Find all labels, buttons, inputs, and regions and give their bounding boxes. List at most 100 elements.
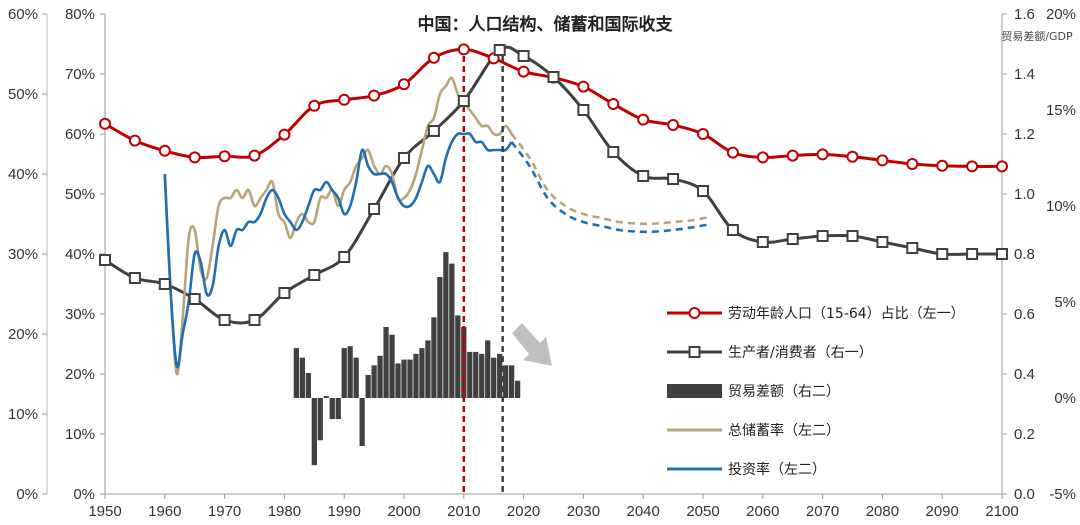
trade-balance-bar bbox=[491, 357, 497, 398]
labor-share-point bbox=[577, 80, 590, 93]
producer-consumer-line bbox=[104, 45, 1002, 325]
legend-swatch-circle bbox=[688, 307, 701, 319]
labor-share-point bbox=[936, 159, 949, 172]
left2-tick-label: 0% bbox=[16, 486, 38, 503]
trade-balance-bar bbox=[461, 326, 467, 398]
producer-consumer-point bbox=[338, 251, 351, 263]
producer-consumer-point bbox=[786, 233, 799, 245]
labor-share-point bbox=[756, 151, 769, 164]
trade-balance-bar bbox=[359, 398, 365, 446]
labor-share-point bbox=[308, 99, 321, 112]
trade-balance-bar bbox=[299, 357, 305, 398]
left1-tick-label: 80% bbox=[65, 6, 95, 23]
left2-tick-label: 40% bbox=[8, 166, 38, 183]
left1-tick-label: 70% bbox=[65, 66, 95, 83]
producer-consumer-point bbox=[128, 272, 141, 284]
labor-share-point bbox=[398, 78, 410, 91]
trade-balance-bar bbox=[419, 348, 425, 398]
trade-balance-bar bbox=[425, 340, 431, 398]
labor-share-point bbox=[427, 51, 440, 64]
trade-balance-bar bbox=[293, 348, 299, 398]
left2-tick-label: 60% bbox=[8, 6, 38, 23]
trade-balance-bar bbox=[503, 365, 509, 398]
x-tick-label: 2000 bbox=[387, 503, 420, 520]
trade-balance-bar bbox=[317, 398, 323, 441]
trade-balance-bar bbox=[371, 365, 377, 398]
trade-balance-bar bbox=[311, 398, 317, 466]
producer-consumer-point bbox=[218, 314, 231, 326]
labor-share-point bbox=[457, 43, 470, 56]
investment-rate-line bbox=[163, 132, 513, 369]
producer-consumer-point bbox=[99, 254, 111, 266]
left1-tick-label: 0% bbox=[73, 486, 95, 503]
reference-lines bbox=[462, 46, 504, 494]
x-tick-label: 2030 bbox=[567, 503, 600, 520]
left2-tick-label: 20% bbox=[8, 326, 38, 343]
left2-tick-label: 10% bbox=[8, 406, 38, 423]
trade-balance-bar bbox=[467, 351, 473, 398]
legend-label: 劳动年龄人口（15-64）占比（左一） bbox=[728, 306, 965, 322]
trade-balance-bar bbox=[305, 373, 311, 398]
labor-share-point bbox=[218, 150, 231, 163]
labor-share-point bbox=[786, 149, 799, 162]
x-tick-label: 2100 bbox=[985, 503, 1018, 520]
producer-consumer-point bbox=[726, 224, 739, 236]
producer-consumer-point bbox=[936, 248, 949, 260]
right1-tick-label: 1.6 bbox=[1014, 6, 1035, 23]
down-arrow-icon bbox=[512, 323, 552, 366]
trade-balance-bar bbox=[497, 353, 503, 398]
trade-balance-bar bbox=[323, 396, 329, 398]
left1-tick-label: 60% bbox=[65, 126, 95, 143]
trade-balance-bar bbox=[335, 398, 341, 420]
producer-consumer-point bbox=[816, 230, 829, 242]
right-axis-caption: 贸易差额/GDP bbox=[1001, 29, 1073, 43]
x-tick-label: 2020 bbox=[507, 503, 540, 520]
trade-balance-bar bbox=[473, 351, 479, 398]
axes-layer: 1950 1960 1970 1980 1990 2000 2010 2020 2030 2040… bbox=[8, 6, 1076, 520]
labor-share-point bbox=[248, 149, 261, 162]
chart-title: 中国：人口结构、储蓄和国际收支 bbox=[418, 14, 674, 35]
right1-tick-label: 0.8 bbox=[1014, 246, 1035, 263]
x-tick-label: 1980 bbox=[268, 503, 301, 520]
series-markers bbox=[99, 43, 1008, 326]
left1-tick-label: 30% bbox=[65, 306, 95, 323]
trade-balance-bar bbox=[347, 346, 353, 398]
trade-balance-bar bbox=[514, 380, 521, 398]
labor-share-point bbox=[876, 154, 889, 167]
producer-consumer-point bbox=[966, 248, 979, 260]
savings-rate-line bbox=[163, 76, 513, 376]
savings-rate-forecast-line bbox=[510, 133, 710, 226]
x-tick-label: 1970 bbox=[208, 503, 241, 520]
producer-consumer-point bbox=[607, 146, 620, 158]
x-tick-label: 2050 bbox=[686, 503, 719, 520]
producer-consumer-point bbox=[697, 185, 709, 197]
right2-tick-label: 15% bbox=[1046, 102, 1076, 119]
left1-tick-label: 20% bbox=[65, 366, 95, 383]
producer-consumer-point bbox=[398, 152, 410, 164]
right1-tick-label: 1.4 bbox=[1014, 66, 1035, 83]
trade-balance-bar bbox=[479, 353, 485, 398]
x-tick-label: 2040 bbox=[627, 503, 660, 520]
x-tick-label: 2090 bbox=[926, 503, 959, 520]
legend-label: 总储蓄率（左二） bbox=[728, 422, 840, 439]
producer-consumer-point bbox=[996, 248, 1008, 260]
trade-balance-bar bbox=[413, 353, 419, 398]
x-tick-label: 1990 bbox=[328, 503, 361, 520]
producer-consumer-point bbox=[876, 236, 889, 248]
labor-share-point bbox=[278, 128, 291, 141]
trade-balance-bar bbox=[455, 315, 461, 398]
right1-tick-label: 1.0 bbox=[1014, 186, 1035, 203]
legend-swatch-bar bbox=[667, 384, 722, 398]
left2-tick-label: 30% bbox=[8, 246, 38, 263]
left1-tick-label: 10% bbox=[65, 426, 95, 443]
producer-consumer-point bbox=[188, 293, 201, 305]
trend-arrow bbox=[512, 323, 552, 366]
trade-balance-bar bbox=[407, 359, 413, 398]
producer-consumer-point bbox=[427, 125, 440, 137]
trade-balance-bar bbox=[509, 365, 515, 398]
left2-tick-label: 50% bbox=[8, 86, 38, 103]
right1-tick-label: 1.2 bbox=[1014, 126, 1035, 143]
labor-share-point bbox=[667, 119, 680, 131]
trade-balance-bars bbox=[293, 252, 521, 466]
labor-share-point bbox=[637, 113, 650, 126]
